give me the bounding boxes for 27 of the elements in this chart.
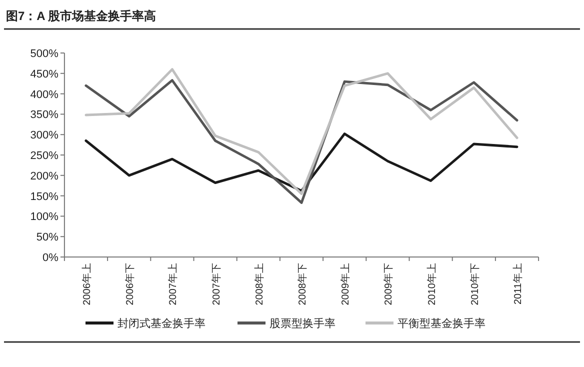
x-tick-label: 2006年下	[124, 263, 136, 306]
y-tick-label: 400%	[30, 88, 59, 101]
x-tick-label: 2008年下	[296, 263, 308, 306]
x-tick-label: 2009年上	[340, 263, 352, 306]
x-tick-label: 2006年上	[81, 263, 93, 306]
legend-label: 股票型换手率	[270, 317, 336, 330]
x-tick-label: 2007年上	[167, 263, 180, 306]
y-tick-label: 350%	[30, 109, 59, 122]
y-tick-label: 250%	[30, 150, 59, 162]
legend-label: 平衡型基金换手率	[398, 317, 486, 330]
x-tick-label: 2009年下	[382, 263, 395, 306]
x-tick-label: 2007年下	[210, 263, 222, 306]
chart-title: 图7：A 股市场基金换手率高	[6, 9, 156, 23]
x-tick-label: 2008年上	[253, 263, 266, 306]
x-tick-label: 2011年上	[512, 263, 524, 305]
legend-label: 封闭式基金换手率	[118, 317, 206, 330]
y-tick-label: 0%	[42, 252, 59, 264]
y-tick-label: 450%	[30, 68, 59, 80]
y-tick-label: 50%	[36, 232, 59, 244]
x-tick-label: 2010年下	[468, 263, 481, 306]
y-tick-label: 500%	[30, 48, 59, 60]
line-series	[84, 132, 518, 192]
y-tick-label: 100%	[30, 211, 59, 224]
y-tick-label: 300%	[30, 130, 59, 142]
x-tick-label: 2010年上	[426, 263, 438, 306]
y-tick-label: 200%	[30, 170, 59, 182]
y-tick-label: 150%	[30, 190, 59, 203]
